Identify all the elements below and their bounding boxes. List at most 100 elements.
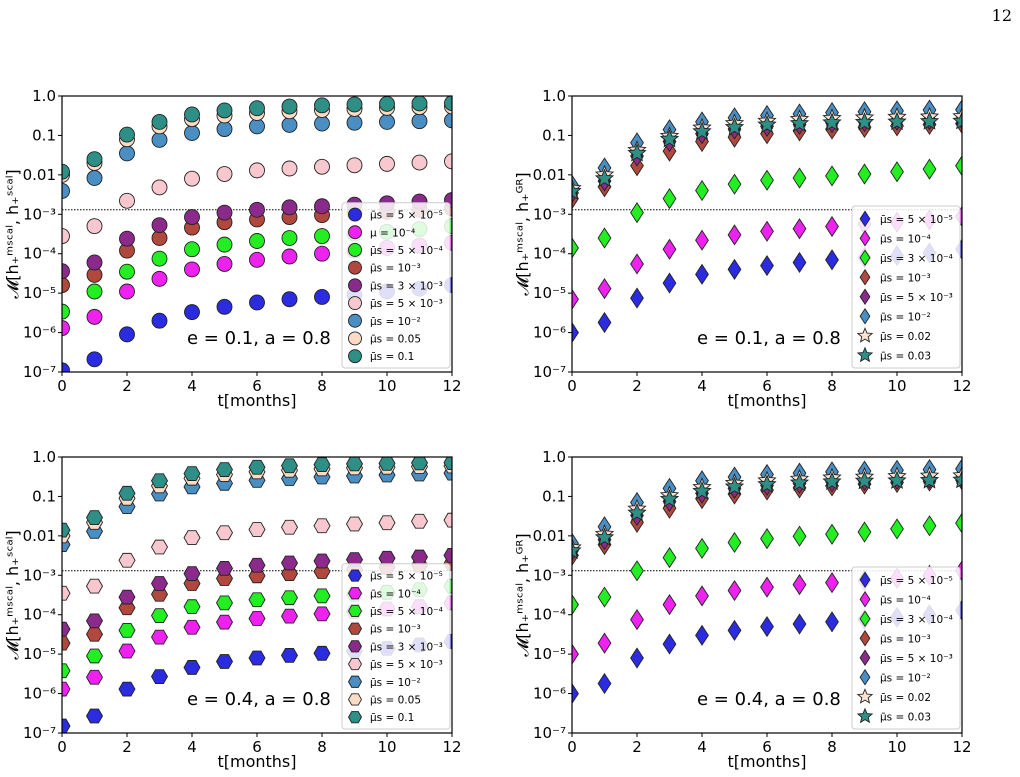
data-point bbox=[662, 633, 677, 655]
data-point bbox=[597, 311, 612, 334]
data-point bbox=[345, 516, 364, 532]
annotation: e = 0.4, a = 0.8 bbox=[187, 689, 331, 710]
data-point bbox=[314, 158, 330, 175]
data-point bbox=[854, 112, 875, 131]
data-point bbox=[118, 589, 136, 605]
data-point bbox=[249, 201, 265, 218]
data-point bbox=[630, 609, 644, 631]
x-tick-label: 12 bbox=[442, 377, 461, 395]
data-point bbox=[346, 96, 363, 113]
data-point bbox=[594, 527, 615, 546]
legend-marker bbox=[859, 629, 871, 647]
data-point bbox=[727, 531, 742, 554]
x-tick-label: 0 bbox=[567, 377, 577, 395]
data-point bbox=[85, 708, 104, 724]
data-point bbox=[597, 278, 612, 300]
data-point bbox=[379, 113, 395, 130]
data-point bbox=[890, 161, 904, 183]
data-point bbox=[857, 521, 872, 543]
annotation: e = 0.4, a = 0.8 bbox=[697, 689, 841, 710]
data-point bbox=[86, 170, 103, 186]
y-tick-label: 1.0 bbox=[542, 87, 566, 105]
data-point bbox=[280, 519, 299, 535]
legend-marker bbox=[859, 249, 871, 267]
data-point bbox=[150, 539, 169, 555]
y-tick-label: 10⁻³ bbox=[533, 566, 566, 584]
x-tick-label: 0 bbox=[57, 377, 67, 395]
y-tick-label: 0.01 bbox=[23, 527, 56, 545]
data-point bbox=[62, 621, 71, 637]
data-point bbox=[119, 326, 135, 343]
legend-marker bbox=[859, 307, 871, 325]
legend-marker bbox=[859, 288, 871, 306]
y-tick-label: 10⁻⁵ bbox=[23, 284, 56, 302]
data-point bbox=[118, 623, 136, 638]
legend-box bbox=[851, 566, 961, 730]
data-point bbox=[760, 220, 774, 242]
data-point bbox=[183, 660, 201, 675]
x-axis-label: t[months] bbox=[217, 391, 296, 410]
y-tick-label: 10⁻³ bbox=[23, 566, 56, 584]
data-point bbox=[345, 457, 364, 472]
data-point bbox=[216, 298, 233, 315]
legend-box bbox=[341, 202, 451, 369]
legend-label: μ̄s = 0.1 bbox=[370, 351, 414, 363]
data-point bbox=[411, 154, 428, 171]
y-tick-label: 0.1 bbox=[542, 487, 566, 505]
legend-box bbox=[341, 563, 451, 730]
legend-label: μ̄s = 5 × 10⁻⁵ bbox=[880, 214, 953, 226]
legend-label: μ̄s = 3 × 10⁻⁴ bbox=[880, 614, 953, 626]
data-point bbox=[215, 462, 234, 477]
data-point bbox=[248, 557, 266, 573]
data-point bbox=[692, 121, 712, 140]
data-point bbox=[280, 555, 299, 571]
legend-marker bbox=[347, 675, 363, 688]
y-tick-label: 10⁻⁶ bbox=[23, 685, 56, 703]
y-axis-label: 𝓜[h₊ᵐˢᶜᵃˡ, h₊ᴳᴿ] bbox=[513, 172, 532, 295]
data-point bbox=[280, 608, 299, 624]
legend: μ̄s = 5 × 10⁻⁵ μ = 10⁻⁴ μ̄s = 5 × 10⁻⁴ μ̄s … bbox=[341, 202, 451, 369]
data-point bbox=[662, 187, 677, 210]
y-tick-label: 0.1 bbox=[32, 487, 56, 505]
legend-label: μ̄s = 10⁻² bbox=[370, 316, 421, 328]
data-point bbox=[62, 228, 70, 245]
data-point bbox=[572, 594, 579, 616]
data-point bbox=[572, 682, 579, 705]
page-number: 12 bbox=[991, 6, 1012, 25]
data-point bbox=[184, 241, 200, 258]
data-point bbox=[727, 258, 742, 281]
data-point bbox=[627, 143, 647, 162]
chart-panel-4: 10⁻⁷ 10⁻⁶ 10⁻⁵ 10⁻⁴ 10⁻³ 0.01 0.1 1.0 0 2 4 6 8 10 12 t… bbox=[513, 448, 972, 771]
data-point bbox=[724, 476, 745, 496]
data-point bbox=[216, 256, 233, 272]
data-point bbox=[662, 238, 677, 260]
legend-marker bbox=[348, 242, 362, 257]
data-point bbox=[249, 233, 265, 249]
data-point bbox=[281, 230, 298, 246]
data-point bbox=[597, 632, 612, 654]
data-point bbox=[280, 458, 299, 474]
data-point bbox=[630, 253, 644, 275]
data-point bbox=[215, 614, 234, 630]
data-point bbox=[62, 303, 70, 320]
y-tick-label: 0.01 bbox=[533, 166, 566, 184]
x-tick-label: 4 bbox=[697, 738, 707, 756]
legend-label: μ̄s = 5 × 10⁻⁵ bbox=[370, 571, 443, 583]
legend-label: μ̄s = 0.03 bbox=[880, 711, 931, 723]
y-tick-label: 10⁻⁵ bbox=[533, 645, 566, 663]
y-tick-label: 10⁻⁴ bbox=[23, 245, 56, 263]
data-point bbox=[249, 294, 265, 311]
axes-frame bbox=[571, 95, 963, 373]
chart-panel-1: 10⁻⁷ 10⁻⁶ 10⁻⁵ 10⁻⁴ 10⁻³ 0.01 0.1 1.0 0 2 4 6 8 10 12 t… bbox=[3, 87, 462, 410]
x-tick-label: 4 bbox=[697, 377, 707, 395]
data-point bbox=[572, 288, 579, 310]
legend-marker bbox=[347, 622, 363, 635]
data-point bbox=[695, 263, 709, 285]
data-point bbox=[727, 173, 742, 195]
data-point bbox=[887, 111, 907, 131]
marker-group bbox=[572, 458, 962, 705]
data-point bbox=[119, 145, 135, 162]
data-point bbox=[216, 236, 233, 253]
data-point bbox=[119, 126, 135, 143]
legend-marker bbox=[859, 210, 871, 228]
